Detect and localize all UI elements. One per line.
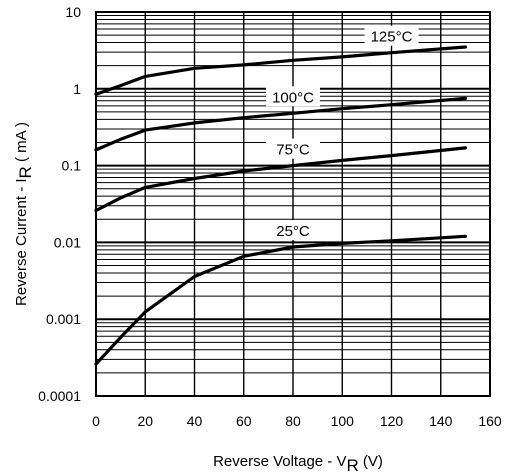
series-label: 125°C	[364, 25, 419, 46]
y-tick-label: 0.01	[54, 234, 81, 250]
x-tick-label: 40	[187, 413, 203, 429]
y-axis-subscript: R	[16, 166, 35, 178]
series-label-background	[266, 138, 320, 159]
x-tick-labels: 0 20 40 60 80 100 120 140 160	[92, 413, 502, 429]
series-line	[94, 146, 467, 213]
series-label-text: 100°C	[272, 89, 314, 106]
series-labels: 125°C 100°C 75°C 25°C	[266, 25, 419, 241]
plot-frame	[95, 11, 491, 397]
series-label-text: 25°C	[276, 223, 310, 240]
y-tick-labels: 0.0001 0.001 0.01 0.1 1 10	[38, 4, 81, 404]
x-tick-label: 80	[285, 413, 301, 429]
series-label-background	[266, 86, 320, 107]
y-tick-label: 10	[65, 4, 81, 20]
series-label: 75°C	[266, 138, 320, 159]
x-axis-label: Reverse Voltage - V	[213, 453, 346, 470]
series-line	[94, 234, 467, 366]
y-axis-unit: ( mA )	[13, 122, 30, 166]
y-tick-label: 0.0001	[38, 388, 81, 404]
series-line	[94, 96, 467, 152]
y-tick-label: 0.001	[46, 311, 81, 327]
x-axis-title: Reverse Voltage - VR (V)	[213, 453, 383, 475]
x-axis-unit: (V)	[359, 453, 383, 470]
series-label-text: 75°C	[276, 142, 310, 159]
series-label-background	[266, 220, 320, 241]
series-label-text: 125°C	[371, 29, 413, 46]
y-tick-label: 1	[73, 81, 81, 97]
x-tick-label: 120	[380, 413, 404, 429]
y-axis-title: Reverse Current - IR ( mA )	[13, 122, 35, 306]
x-tick-label: 0	[92, 413, 100, 429]
x-tick-label: 160	[478, 413, 502, 429]
series-line	[94, 45, 467, 96]
series-label: 100°C	[266, 86, 320, 107]
series-lines	[94, 45, 467, 366]
y-tick-label: 0.1	[62, 158, 82, 174]
x-axis-subscript: R	[346, 456, 358, 475]
series-label: 25°C	[266, 220, 320, 241]
x-tick-label: 60	[236, 413, 252, 429]
grid	[95, 12, 491, 397]
y-axis-label: Reverse Current - I	[13, 178, 30, 306]
series-label-background	[364, 25, 419, 46]
x-tick-label: 100	[331, 413, 355, 429]
x-tick-label: 140	[429, 413, 453, 429]
x-tick-label: 20	[137, 413, 153, 429]
